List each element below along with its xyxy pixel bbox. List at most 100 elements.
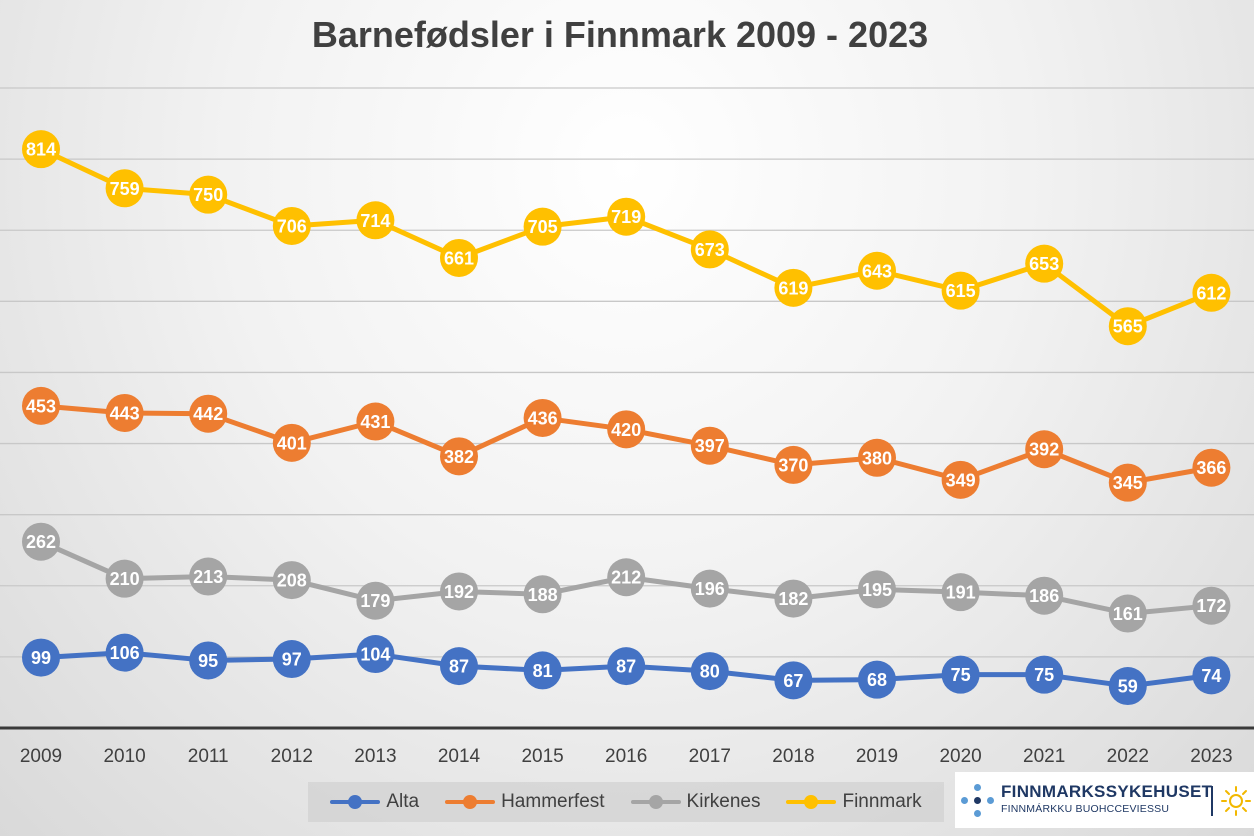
data-label-kirkenes: 208 xyxy=(277,571,307,591)
legend-label-finnmark: Finnmark xyxy=(842,791,922,812)
data-label-hammerfest: 431 xyxy=(360,412,390,432)
data-point-finnmark xyxy=(607,197,646,236)
data-point-kirkenes xyxy=(105,559,144,598)
data-label-kirkenes: 210 xyxy=(110,569,140,589)
legend-item-hammerfest[interactable]: Hammerfest xyxy=(445,791,605,813)
data-point-hammerfest xyxy=(1192,448,1231,487)
data-point-hammerfest xyxy=(189,394,228,433)
data-point-hammerfest xyxy=(774,445,813,484)
data-label-alta: 74 xyxy=(1201,666,1221,686)
legend-label-alta: Alta xyxy=(386,791,420,812)
data-label-finnmark: 759 xyxy=(110,179,140,199)
data-label-alta: 80 xyxy=(700,662,720,682)
data-label-hammerfest: 380 xyxy=(862,448,892,468)
legend-swatch-alta xyxy=(330,795,381,809)
data-label-hammerfest: 397 xyxy=(695,436,725,456)
data-point-kirkenes xyxy=(941,573,980,612)
data-label-hammerfest: 370 xyxy=(778,455,808,475)
data-label-alta: 81 xyxy=(533,661,553,681)
data-label-finnmark: 714 xyxy=(360,211,390,231)
x-tick-label: 2017 xyxy=(689,746,731,767)
data-label-alta: 99 xyxy=(31,648,51,668)
x-tick-label: 2015 xyxy=(521,746,563,767)
data-point-hammerfest xyxy=(22,386,60,425)
data-point-kirkenes xyxy=(858,570,896,609)
data-point-alta xyxy=(690,652,729,691)
data-point-alta xyxy=(440,647,478,686)
x-tick-label: 2021 xyxy=(1023,746,1065,767)
legend-label-hammerfest: Hammerfest xyxy=(501,791,605,812)
x-tick-label: 2012 xyxy=(271,746,313,767)
data-label-alta: 104 xyxy=(360,645,390,665)
data-label-finnmark: 619 xyxy=(778,278,808,298)
data-point-alta xyxy=(189,641,228,680)
chart-title: Barnefødsler i Finnmark 2009 - 2023 xyxy=(311,14,929,55)
data-point-finnmark xyxy=(189,175,228,214)
data-label-kirkenes: 213 xyxy=(193,567,223,587)
data-label-kirkenes: 262 xyxy=(26,532,56,552)
x-tick-label: 2019 xyxy=(856,746,898,767)
data-point-finnmark xyxy=(858,251,896,290)
data-label-hammerfest: 442 xyxy=(193,404,223,424)
data-point-alta xyxy=(523,651,562,690)
data-point-finnmark xyxy=(1025,244,1064,283)
data-label-alta: 106 xyxy=(110,643,140,663)
data-label-alta: 87 xyxy=(616,657,636,677)
data-point-alta xyxy=(356,635,395,674)
data-point-finnmark xyxy=(22,130,60,169)
data-point-alta xyxy=(22,638,60,677)
data-label-finnmark: 750 xyxy=(193,185,223,205)
data-label-hammerfest: 382 xyxy=(444,447,474,467)
data-point-finnmark xyxy=(356,201,395,240)
legend: Alta Hammerfest Kirkenes Finnmark xyxy=(308,782,944,822)
data-point-hammerfest xyxy=(1025,430,1064,469)
data-label-kirkenes: 192 xyxy=(444,582,474,602)
data-point-alta xyxy=(941,655,980,694)
legend-item-kirkenes[interactable]: Kirkenes xyxy=(630,791,760,813)
data-point-hammerfest xyxy=(105,393,144,432)
data-label-alta: 75 xyxy=(951,665,971,685)
series-line-finnmark xyxy=(38,146,1214,329)
data-point-hammerfest xyxy=(356,402,395,441)
x-tick-label: 2018 xyxy=(772,746,814,767)
data-point-kirkenes xyxy=(1192,586,1231,625)
data-label-hammerfest: 349 xyxy=(946,470,976,490)
data-label-finnmark: 612 xyxy=(1196,283,1226,303)
data-point-finnmark xyxy=(774,268,813,307)
x-tick-label: 2016 xyxy=(605,746,647,767)
data-label-hammerfest: 392 xyxy=(1029,440,1059,460)
data-label-finnmark: 661 xyxy=(444,248,474,268)
x-tick-label: 2022 xyxy=(1107,746,1149,767)
data-point-kirkenes xyxy=(189,557,228,596)
data-point-hammerfest xyxy=(272,423,311,462)
legend-item-finnmark[interactable]: Finnmark xyxy=(786,791,922,813)
data-point-kirkenes xyxy=(1108,594,1147,633)
data-label-alta: 95 xyxy=(198,651,218,671)
data-label-finnmark: 719 xyxy=(611,207,641,227)
logo-cross-icon xyxy=(961,784,995,818)
data-label-kirkenes: 196 xyxy=(695,579,725,599)
x-tick-label: 2011 xyxy=(188,746,229,767)
data-point-hammerfest xyxy=(690,426,729,465)
sun-icon xyxy=(1221,786,1251,816)
data-label-hammerfest: 401 xyxy=(277,433,307,453)
data-point-alta xyxy=(105,633,144,672)
data-point-alta xyxy=(1108,667,1147,706)
data-point-finnmark xyxy=(1108,307,1147,346)
data-label-finnmark: 653 xyxy=(1029,254,1059,274)
x-tick-label: 2009 xyxy=(20,746,62,767)
data-point-kirkenes xyxy=(22,522,60,561)
data-point-finnmark xyxy=(523,207,562,246)
data-point-finnmark xyxy=(1192,273,1231,312)
logo-name: FINNMARKSSYKEHUSET xyxy=(1001,782,1213,801)
data-label-alta: 59 xyxy=(1118,677,1138,697)
data-point-alta xyxy=(858,660,896,699)
data-label-kirkenes: 188 xyxy=(528,585,558,605)
data-point-finnmark xyxy=(440,238,478,277)
data-label-kirkenes: 186 xyxy=(1029,586,1059,606)
data-point-finnmark xyxy=(690,230,729,269)
legend-item-alta[interactable]: Alta xyxy=(330,791,419,813)
data-point-hammerfest xyxy=(440,437,478,476)
logo-subtitle: FINNMÁRKKU BUOHCCEVIESSU xyxy=(1001,803,1170,815)
